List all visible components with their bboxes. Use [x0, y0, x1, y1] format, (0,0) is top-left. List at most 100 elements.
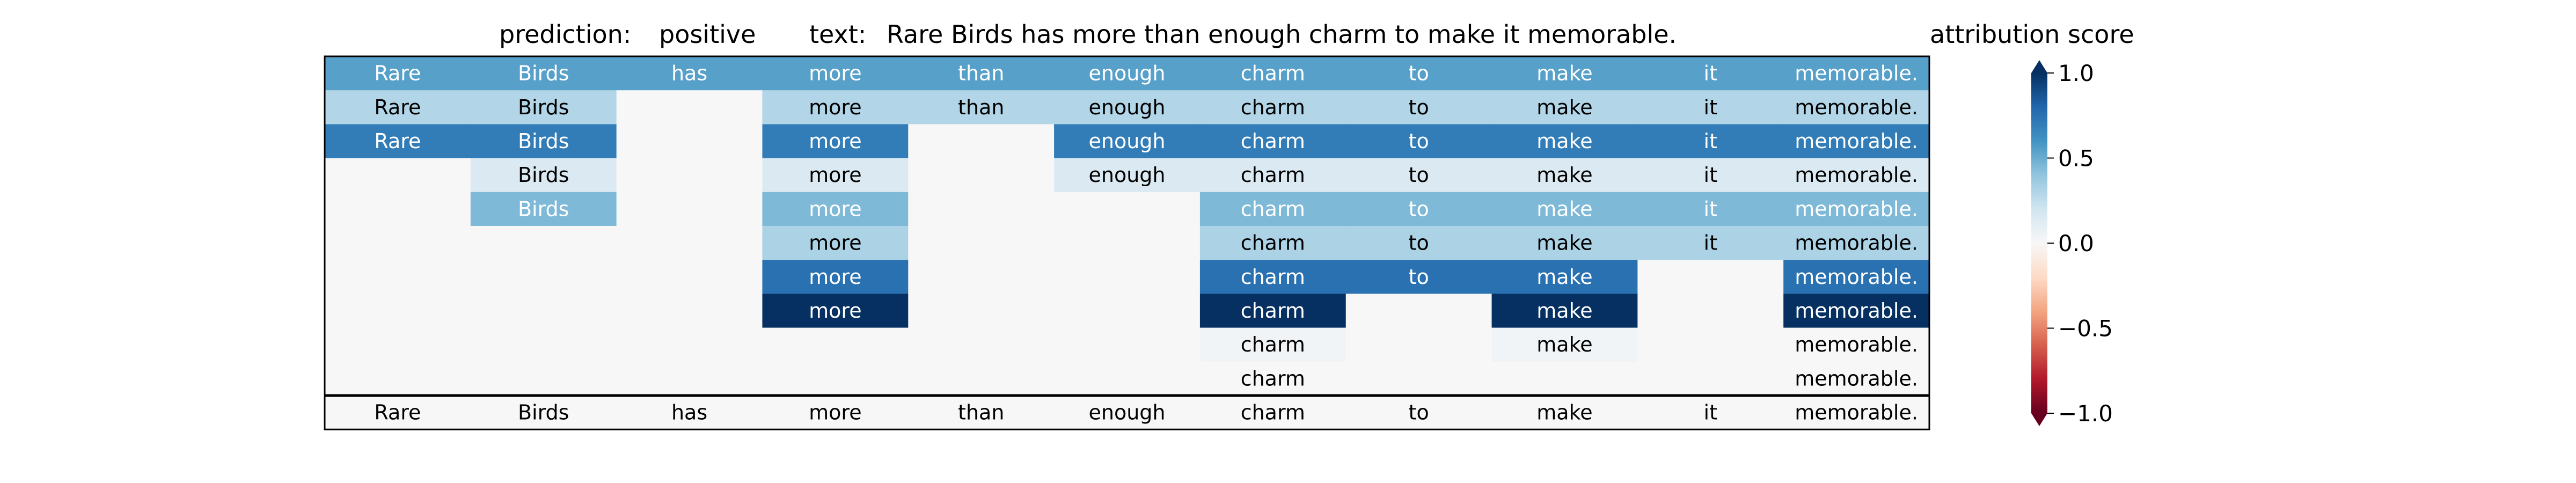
- heatmap-cell: [1345, 56, 1492, 91]
- heatmap-cell-label: charm: [1241, 96, 1305, 119]
- heatmap-cell: [616, 327, 763, 362]
- colorbar-tick-label: −1.0: [2058, 400, 2113, 427]
- heatmap-cell: [1345, 260, 1492, 294]
- heatmap-cell: [908, 294, 1055, 328]
- heatmap-cell: [1054, 226, 1201, 260]
- heatmap-cell-label: to: [1409, 96, 1429, 119]
- heatmap-cell-label: to: [1409, 62, 1429, 85]
- heatmap-cell-label: to: [1409, 163, 1429, 187]
- heatmap-cells: Rare Birds has more than enough charm to make it m…: [325, 56, 1930, 396]
- heatmap-cell: [1054, 260, 1201, 294]
- heatmap-cell-label: to: [1409, 129, 1429, 153]
- footer-row: Rare Birds has more than enough charm to make it m…: [325, 396, 1929, 430]
- heatmap-cell-label: Birds: [518, 197, 569, 221]
- heatmap-cell: [470, 361, 617, 396]
- colorbar-title: attribution score: [1930, 20, 2134, 49]
- heatmap-cell-label: more: [809, 62, 861, 85]
- heatmap-cell-label: it: [1704, 197, 1717, 221]
- heatmap-cell: [1199, 361, 1346, 396]
- heatmap-cell-label: to: [1409, 231, 1429, 255]
- heatmap-cell: [1637, 158, 1784, 193]
- heatmap-cell: [1637, 361, 1784, 396]
- text-label: text:: [809, 20, 866, 49]
- heatmap-cell-label: to: [1409, 265, 1429, 289]
- heatmap-cell: [762, 294, 909, 328]
- heatmap-cell-label: charm: [1241, 333, 1305, 356]
- heatmap-cell: [1491, 260, 1638, 294]
- heatmap-cell: [470, 56, 617, 91]
- footer-row-background: [325, 396, 1929, 430]
- heatmap-cell-label: Rare: [374, 96, 421, 119]
- heatmap-cell-label: make: [1536, 96, 1592, 119]
- heatmap-cell: [325, 192, 471, 226]
- heatmap-cell-label: than: [958, 62, 1004, 85]
- heatmap-cell: [1637, 56, 1784, 91]
- heatmap-cell: [762, 158, 909, 193]
- heatmap-cell: [616, 260, 763, 294]
- heatmap-cell: [325, 294, 471, 328]
- heatmap-cell-label: more: [809, 231, 861, 255]
- heatmap-cell-label: charm: [1241, 231, 1305, 255]
- heatmap-cell: [1054, 158, 1201, 193]
- footer-token: has: [671, 401, 707, 425]
- heatmap-cell: [908, 56, 1055, 91]
- heatmap-cell-label: to: [1409, 197, 1429, 221]
- heatmap-cell: [1199, 56, 1346, 91]
- heatmap-cell: [762, 361, 909, 396]
- heatmap-cell-label: charm: [1241, 62, 1305, 85]
- heatmap-cell: [762, 327, 909, 362]
- heatmap-cell: [616, 158, 763, 193]
- heatmap-cell: [470, 294, 617, 328]
- colorbar-extend-max: [2031, 60, 2047, 73]
- heatmap-cell: [1199, 90, 1346, 125]
- footer-token: Birds: [518, 401, 569, 425]
- heatmap-cell: [1054, 90, 1201, 125]
- text-value: Rare Birds has more than enough charm to…: [887, 20, 1677, 49]
- heatmap-cell: [762, 90, 909, 125]
- heatmap-cell-label: make: [1536, 129, 1592, 153]
- heatmap-cell: [616, 192, 763, 226]
- heatmap-cell: [470, 90, 617, 125]
- heatmap-cell: [1637, 90, 1784, 125]
- footer-token: to: [1409, 401, 1429, 425]
- heatmap-cell: [616, 226, 763, 260]
- heatmap-cell-label: Birds: [518, 62, 569, 85]
- heatmap-cell: [1199, 327, 1346, 362]
- heatmap-cell-label: charm: [1241, 265, 1305, 289]
- heatmap-cell: [1491, 90, 1638, 125]
- footer-token: Rare: [374, 401, 421, 425]
- heatmap-cell: [1199, 260, 1346, 294]
- heatmap-cell: [1637, 294, 1784, 328]
- heatmap-cell-label: charm: [1241, 163, 1305, 187]
- heatmap-cell: [1491, 124, 1638, 159]
- colorbar-gradient: [2031, 73, 2047, 413]
- heatmap-cell: [908, 361, 1055, 396]
- heatmap-cell: [470, 158, 617, 193]
- heatmap-cell: [470, 327, 617, 362]
- heatmap-cell: [1345, 226, 1492, 260]
- heatmap-cell: [1491, 192, 1638, 226]
- heatmap-cell: [1491, 294, 1638, 328]
- heatmap-cell: [1054, 192, 1201, 226]
- heatmap-cell: [908, 260, 1055, 294]
- heatmap-cell: [325, 124, 471, 159]
- heatmap-cell-label: make: [1536, 299, 1592, 323]
- heatmap-cell: [1345, 294, 1492, 328]
- heatmap-cell: [1345, 158, 1492, 193]
- heatmap-cell: [470, 260, 617, 294]
- heatmap-cell: [1783, 327, 1930, 362]
- heatmap-cell: [1637, 124, 1784, 159]
- heatmap-cell: [470, 226, 617, 260]
- colorbar-tick-label: 0.0: [2058, 230, 2094, 257]
- heatmap-cell: [1054, 327, 1201, 362]
- heatmap-cell: [325, 260, 471, 294]
- heatmap-cell: [616, 56, 763, 91]
- heatmap-cell-label: has: [671, 62, 707, 85]
- heatmap-cell-label: make: [1536, 231, 1592, 255]
- heatmap-cell-label: more: [809, 299, 861, 323]
- heatmap-cell-label: charm: [1241, 197, 1305, 221]
- heatmap-cell-label: enough: [1088, 62, 1165, 85]
- heatmap-cell: [1491, 361, 1638, 396]
- heatmap-cell: [1199, 124, 1346, 159]
- colorbar-ticks: 1.0 0.5 0.0 −0.5 −1.0: [2047, 60, 2113, 427]
